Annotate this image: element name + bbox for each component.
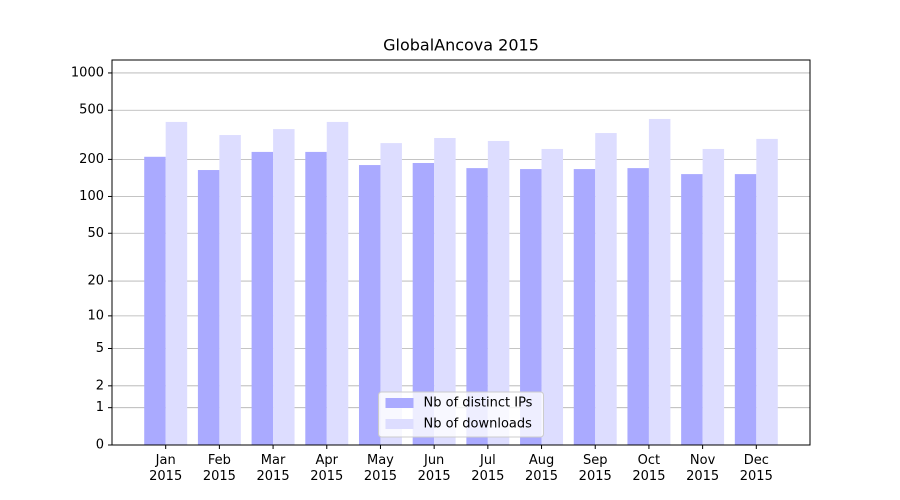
x-tick-label: Nov 2015	[686, 453, 720, 484]
bar	[273, 129, 295, 445]
x-tick-label: Feb 2015	[202, 453, 236, 484]
bar	[144, 156, 166, 445]
bar	[197, 170, 220, 446]
bar	[487, 140, 510, 445]
bar	[541, 148, 564, 445]
y-tick-label: 50	[87, 226, 104, 241]
x-tick-label: May 2015	[363, 453, 397, 484]
bar	[466, 168, 488, 446]
plot-frame	[111, 59, 811, 446]
bar	[219, 135, 241, 445]
x-tick-label: Dec 2015	[739, 453, 773, 484]
bar	[520, 169, 542, 445]
bar	[573, 169, 596, 445]
chart-title: GlobalAncova 2015	[383, 36, 539, 55]
x-tick-label: Apr 2015	[310, 453, 344, 484]
bar	[380, 143, 402, 445]
legend-swatch	[385, 419, 414, 429]
legend-label: Nb of downloads	[424, 417, 533, 432]
x-tick-label: Sep 2015	[578, 453, 612, 484]
x-tick-label: Aug 2015	[524, 453, 559, 484]
legend-swatch	[385, 398, 414, 408]
bar	[305, 151, 327, 446]
bar	[734, 174, 757, 446]
bar	[412, 163, 435, 446]
bar	[702, 148, 725, 445]
y-tick-label: 0	[96, 438, 104, 453]
x-tick-label: Jun 2015	[417, 453, 451, 484]
legend-box	[378, 391, 544, 438]
y-tick-label: 100	[79, 189, 104, 204]
bar	[326, 121, 349, 445]
legend-label: Nb of distinct IPs	[424, 396, 533, 411]
x-tick-label: Jan 2015	[149, 453, 183, 484]
bar	[756, 138, 778, 445]
y-tick-label: 20	[87, 274, 104, 289]
bar	[165, 121, 188, 445]
bar	[595, 133, 617, 445]
legend: Nb of distinct IPs Nb of downloads	[378, 391, 544, 438]
bar	[648, 118, 671, 446]
bar	[434, 138, 456, 445]
y-tick-label: 1	[96, 400, 104, 415]
y-tick-label: 1000	[71, 65, 104, 80]
y-tick-label: 2	[96, 378, 104, 393]
y-tick-label: 500	[79, 103, 104, 118]
x-tick-label: Jul 2015	[471, 453, 505, 484]
bar	[251, 151, 274, 446]
y-tick-label: 10	[87, 308, 104, 323]
x-tick-label: Oct 2015	[632, 453, 666, 484]
bar	[681, 174, 703, 446]
bar	[627, 168, 649, 446]
bar	[358, 165, 381, 445]
y-tick-label: 5	[96, 341, 104, 356]
x-tick-label: Mar 2015	[256, 453, 290, 484]
y-tick-label: 200	[79, 152, 104, 167]
